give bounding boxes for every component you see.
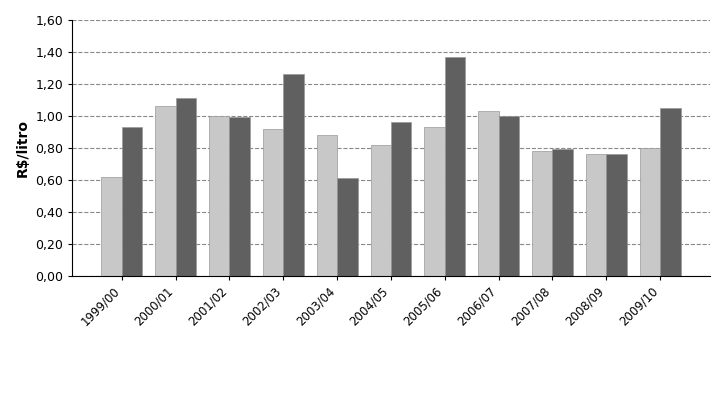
Bar bbox=[586, 154, 606, 276]
Bar bbox=[176, 98, 196, 276]
Bar bbox=[155, 106, 176, 276]
Bar bbox=[263, 128, 283, 276]
Bar bbox=[499, 116, 519, 276]
Bar bbox=[391, 122, 411, 276]
Bar bbox=[639, 148, 660, 276]
Bar bbox=[552, 149, 573, 276]
Bar bbox=[424, 127, 445, 276]
Bar bbox=[478, 111, 499, 276]
Bar bbox=[209, 116, 230, 276]
Bar bbox=[660, 108, 681, 276]
Bar bbox=[101, 177, 122, 276]
Bar bbox=[445, 56, 466, 276]
Bar bbox=[532, 151, 552, 276]
Bar bbox=[606, 154, 627, 276]
Bar bbox=[337, 178, 358, 276]
Bar bbox=[122, 127, 143, 276]
Bar bbox=[316, 135, 337, 276]
Bar bbox=[283, 74, 304, 276]
Bar bbox=[371, 145, 391, 276]
Y-axis label: R$/litro: R$/litro bbox=[16, 119, 30, 177]
Bar bbox=[230, 117, 250, 276]
